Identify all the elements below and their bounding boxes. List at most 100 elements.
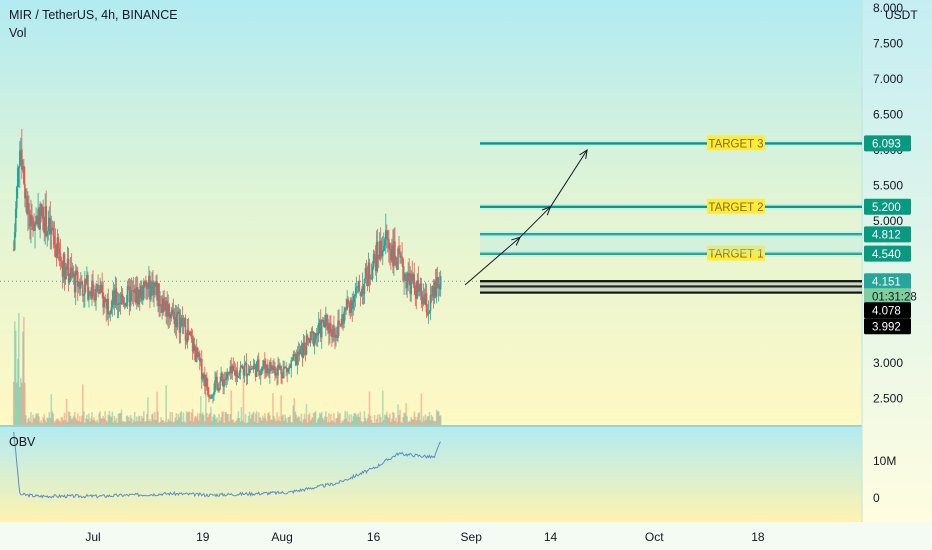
candle-body — [382, 245, 385, 251]
volume-bar — [41, 422, 43, 425]
volume-bar — [74, 417, 77, 425]
trend-arrows[interactable] — [464, 148, 588, 286]
candle-body — [166, 300, 169, 317]
candle-body — [175, 317, 178, 328]
volume-bar — [306, 422, 309, 425]
candle-body — [19, 150, 21, 168]
volume-bar — [226, 414, 228, 425]
candle-body — [161, 305, 163, 313]
trend-arrow[interactable] — [519, 206, 551, 238]
volume-bar — [61, 417, 64, 425]
candle-body — [364, 267, 367, 280]
candle-body — [189, 331, 192, 337]
volume-bar — [429, 420, 432, 425]
volume-bar — [120, 409, 123, 425]
candle-body — [341, 314, 343, 326]
obv-indicator: 10M 0 — [13, 431, 896, 505]
volume-bar — [282, 414, 284, 425]
symbol-title[interactable]: MIR / TetherUS, 4h, BINANCE — [9, 8, 178, 22]
price-tag-label: 4.540 — [872, 249, 901, 261]
volume-bar — [138, 416, 141, 425]
volume-bar — [305, 403, 308, 425]
volume-bar — [158, 422, 160, 425]
candle-body — [102, 292, 104, 308]
volume-bar — [58, 420, 61, 425]
candle-body — [163, 298, 165, 310]
candle-body — [88, 293, 90, 300]
candle-body — [73, 273, 76, 293]
volume-bar — [291, 422, 294, 425]
candle-body — [439, 276, 442, 290]
volume-bar — [335, 418, 337, 425]
candle-body — [351, 300, 354, 309]
candle-body — [13, 232, 16, 250]
candle-body — [198, 353, 201, 362]
candle-body — [71, 271, 74, 277]
candle-body — [317, 322, 320, 334]
candle-body — [217, 383, 219, 391]
volume-bar — [259, 418, 262, 425]
volume-label: Vol — [9, 26, 26, 40]
volume-bar — [172, 422, 175, 425]
volume-bar — [255, 411, 258, 425]
candle-body — [301, 344, 304, 358]
candle-body — [427, 312, 430, 315]
volume-bar — [180, 411, 183, 425]
volume-bar — [70, 418, 73, 425]
trend-arrow[interactable] — [550, 149, 588, 208]
candlestick-series[interactable] — [12, 128, 442, 404]
volume-bar — [164, 420, 166, 425]
candle-body — [295, 354, 298, 366]
volume-bar — [151, 414, 153, 425]
candle-body — [293, 354, 296, 357]
candle-body — [23, 166, 25, 184]
volume-bar — [171, 412, 174, 425]
candle-body — [61, 261, 64, 277]
volume-bar — [52, 413, 55, 425]
target-levels[interactable]: TARGET 3 TARGET 2 TARGET 1 — [480, 135, 862, 294]
candle-body — [190, 336, 193, 339]
candle-body — [239, 367, 242, 373]
volume-bar — [427, 416, 430, 425]
candle-body — [287, 369, 289, 373]
volume-bar — [43, 414, 45, 425]
volume-bar — [30, 411, 32, 425]
volume-bar — [373, 414, 376, 425]
volume-bar — [410, 416, 413, 425]
target-label-box — [707, 135, 765, 151]
candle-body — [70, 267, 73, 272]
volume-bar — [112, 422, 115, 425]
volume-bar — [28, 417, 30, 425]
obv-label: OBV — [9, 435, 36, 449]
volume-bar — [320, 411, 323, 425]
volume-bar — [338, 414, 340, 425]
candle-body — [307, 337, 310, 341]
volume-bar — [360, 421, 363, 425]
candle-body — [170, 314, 173, 319]
candle-body — [413, 274, 416, 286]
volume-bar — [150, 421, 152, 425]
candle-body — [86, 274, 88, 284]
volume-bar — [204, 421, 206, 425]
volume-bar — [107, 415, 110, 425]
candle-body — [137, 289, 140, 305]
volume-bar — [284, 414, 286, 425]
candle-body — [390, 249, 392, 261]
volume-bar — [424, 414, 427, 425]
candle-body — [256, 359, 259, 362]
candle-body — [425, 293, 428, 313]
candle-body — [50, 229, 53, 235]
candle-body — [30, 214, 32, 227]
candle-body — [92, 280, 94, 294]
time-axis[interactable]: Jul 19 Aug 16 Sep 14 Oct 18 — [85, 530, 765, 544]
candle-body — [243, 364, 246, 376]
candle-body — [97, 284, 99, 293]
candle-body — [398, 248, 400, 254]
candle-body — [152, 282, 154, 296]
volume-bar — [283, 420, 285, 425]
trend-arrow[interactable] — [464, 236, 521, 286]
volume-bar — [95, 421, 97, 425]
candle-body — [291, 360, 294, 362]
candle-body — [150, 284, 152, 300]
